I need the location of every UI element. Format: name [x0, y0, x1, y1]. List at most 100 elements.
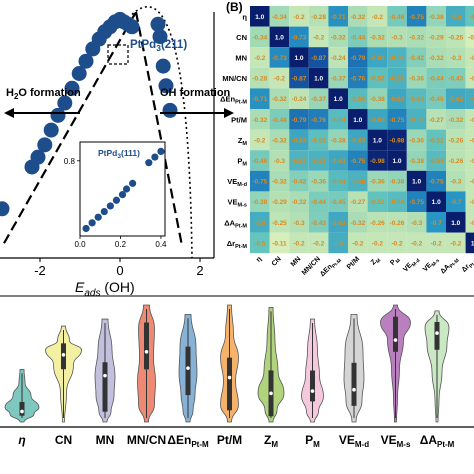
heatmap-cell-value: -0.44	[272, 117, 287, 124]
heatmap-cell	[289, 150, 309, 171]
heatmap-cell	[348, 170, 368, 192]
heatmap-cell	[406, 232, 427, 254]
heatmap-cell	[446, 88, 466, 109]
heatmap-cell	[465, 129, 474, 151]
inset-point	[145, 159, 153, 167]
heatmap-cell	[348, 6, 368, 27]
heatmap-cell	[308, 88, 329, 109]
heatmap-cell	[465, 191, 474, 212]
heatmap-cell	[289, 212, 309, 233]
violin-box	[185, 346, 191, 396]
heatmap-cell-value: -0.32	[331, 34, 346, 41]
inset-x-tick-label: 0.0	[74, 240, 86, 249]
heatmap-cell-value: -0.32	[272, 96, 287, 103]
heatmap-cell-value: -0.58	[390, 76, 405, 83]
heatmap-row-label: MN/CN	[222, 74, 247, 83]
heatmap-cell	[367, 191, 388, 212]
heatmap-cell	[387, 26, 407, 48]
heatmap-col-label: CN	[271, 256, 283, 268]
heatmap-cell	[406, 129, 427, 151]
heatmap-cell	[289, 67, 309, 89]
heatmap-cell-value: -0.63	[370, 117, 385, 124]
heatmap-cell	[289, 191, 309, 212]
heatmap-cell-value: -0.24	[331, 55, 346, 62]
violin-label: Pt/M	[217, 433, 242, 447]
heatmap-cell-value: -0.3	[450, 179, 462, 186]
violin-label: VEM-s	[381, 433, 411, 449]
heatmap-cell-value: -0.52	[311, 137, 326, 144]
heatmap-cell	[308, 26, 329, 48]
violin-median	[186, 366, 190, 370]
heatmap-cell-value: -0.44	[429, 76, 444, 83]
heatmap-cell	[406, 6, 427, 27]
violin-median	[144, 350, 149, 354]
heatmap-cell	[406, 26, 427, 48]
heatmap-cell	[308, 150, 329, 171]
heatmap-row-label: PM	[237, 157, 247, 168]
heatmap-cell	[269, 170, 290, 192]
heatmap-cell	[348, 150, 368, 171]
heatmap-cell-value: -0.46	[252, 158, 267, 165]
heatmap-cell	[465, 47, 474, 68]
heatmap-cell	[387, 212, 407, 233]
heatmap-cell	[308, 170, 329, 192]
heatmap-cell-value: -0.44	[350, 34, 365, 41]
heatmap-cell-value: -0.63	[350, 137, 365, 144]
heatmap-cell	[348, 212, 368, 233]
heatmap-cell-value: -0.32	[370, 34, 385, 41]
heatmap-cell	[446, 67, 466, 89]
heatmap-cell-value: -0.51	[370, 199, 385, 206]
heatmap-cell-value: -0.6	[254, 220, 266, 227]
heatmap-cell-value: -0.28	[311, 14, 326, 21]
volcano-point	[124, 19, 140, 35]
violin-median	[393, 338, 398, 342]
heatmap-cell	[289, 47, 309, 68]
heatmap-cell-value: -0.45	[331, 199, 346, 206]
heatmap-cell	[367, 150, 388, 171]
heatmap-cell-value: -0.73	[272, 55, 287, 62]
heatmap-cell	[250, 129, 270, 151]
heatmap-cell	[348, 191, 368, 212]
violin-box	[393, 316, 398, 352]
heatmap-cell	[308, 47, 329, 68]
heatmap-cell	[426, 232, 446, 254]
heatmap-cell	[328, 191, 348, 212]
heatmap-cell	[289, 88, 309, 109]
heatmap-cell	[250, 150, 270, 171]
pd211-label: PtPd3(211)	[130, 39, 187, 53]
heatmap-cell-value: -0.2	[470, 137, 474, 144]
heatmap-cell	[269, 109, 290, 130]
inset-plot: 0.0 0.2 0.4 0.8 PtPd3(111)	[64, 141, 167, 249]
heatmap-cell	[348, 47, 368, 68]
heatmap-cell-value: -0.63	[292, 137, 307, 144]
heatmap-cell-value: -0.54	[390, 199, 405, 206]
heatmap-cell	[328, 150, 348, 171]
volcano-point	[150, 16, 166, 32]
heatmap-cell-value: 1.0	[334, 96, 343, 103]
heatmap-cell	[308, 67, 329, 89]
heatmap-cell-value: -0.3	[411, 220, 423, 227]
heatmap-cell	[367, 26, 388, 48]
heatmap-cell-value: -0.73	[292, 34, 307, 41]
heatmap-cell-value: -0.2	[254, 55, 266, 62]
violin-median	[61, 353, 66, 357]
heatmap-cell-value: -0.57	[390, 55, 405, 62]
heatmap-cell-value: 1.0	[392, 158, 401, 165]
heatmap-col-label: ΔrPt-M	[461, 256, 474, 276]
inset-point	[100, 207, 108, 216]
heatmap-cell	[406, 67, 427, 89]
heatmap-cell	[387, 109, 407, 130]
heatmap-cell	[465, 26, 474, 48]
inset-point	[157, 147, 165, 155]
heatmap-cell	[446, 26, 466, 48]
heatmap-row-label: Pt/M	[231, 115, 247, 124]
heatmap-cells: 1.0 -0.34 -0.2 -0.28 -0.71 -0.32 -0.2 -0.46 -0.7…	[250, 6, 474, 254]
heatmap-row-label: ΔAPt-M	[224, 218, 247, 229]
heatmap-row-labels: η CN MN MN/CN ΔEnPt-M Pt/M ZM PM VEM-d VEM-s ΔAPt-…	[220, 12, 247, 250]
volcano-point	[155, 58, 171, 74]
heatmap-cell-value: -0.2	[431, 240, 443, 247]
heatmap-cell	[269, 129, 290, 151]
x-axis-label: Eads (OH)	[75, 279, 135, 299]
correlation-heatmap-panel: (B) 1.0 -0.34 -0.2 -0.28 -0.71 -0.32 -0.2 -0.46…	[220, 0, 474, 278]
heatmap-cell	[250, 232, 270, 254]
